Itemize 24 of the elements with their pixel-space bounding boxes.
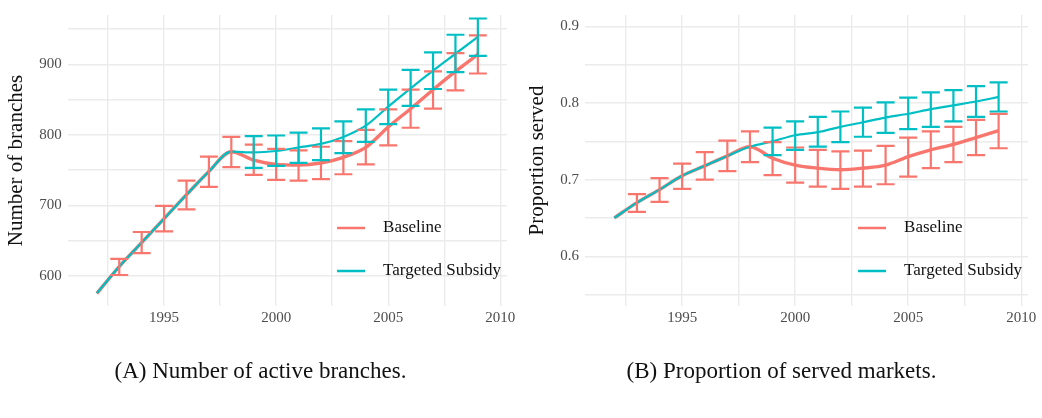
text: (A) Number of active branches. [113,358,408,384]
legend-label: Baseline [904,217,963,237]
y-tick-label: 0.9 [560,17,579,34]
y-tick-label: 0.8 [560,94,579,110]
y-axis-title: Proportion served [524,85,549,236]
x-tick-label: 2000 [261,308,292,325]
y-tick-label: 700 [39,196,62,213]
x-tick-label: 2000 [780,308,811,325]
x-tick-label: 2005 [373,308,404,325]
y-tick-label: 800 [39,125,62,142]
y-tick-label: 0.7 [560,170,580,187]
legend-label: Targeted Subsidy [904,260,1023,280]
x-tick-label: 2005 [893,308,924,325]
y-tick-label: 900 [39,55,62,72]
y-tick-label: 600 [39,266,62,283]
x-tick-label: 2010 [1006,308,1037,325]
legend-label: Targeted Subsidy [383,260,502,280]
y-axis-title: Number of branches [3,74,28,247]
text: (B) Proportion of served markets. [625,358,938,384]
x-tick-label: 2010 [485,308,516,325]
legend-label: Baseline [383,217,442,237]
y-tick-label: 0.6 [560,247,580,264]
x-tick-label: 1995 [149,308,180,325]
x-tick-label: 1995 [667,308,698,325]
